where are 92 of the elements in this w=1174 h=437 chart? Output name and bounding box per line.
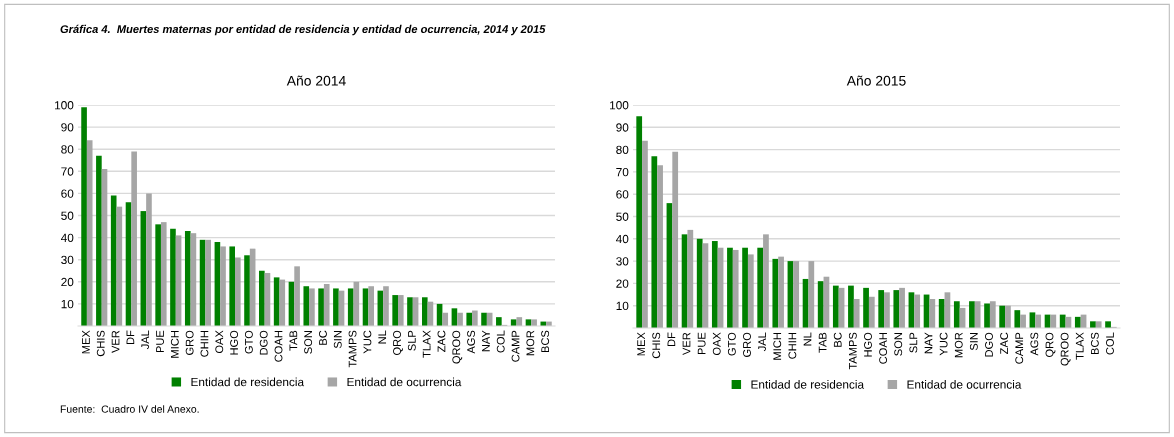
x-tick-label: PUE: [697, 332, 706, 355]
y-tick-label: 40: [615, 234, 629, 244]
x-tick-label: BCS: [541, 330, 550, 353]
x-tick-label: NL: [378, 330, 387, 344]
y-tick-label: 80: [616, 145, 629, 154]
y-tick-label: 20: [616, 279, 629, 288]
x-tick-label: ZAC: [1000, 332, 1009, 355]
x-tick-label: DF: [126, 330, 135, 345]
y-tick-label: 80: [61, 145, 74, 154]
x-tick-label: TLAX: [422, 330, 431, 358]
y-tick-label: 60: [61, 189, 74, 198]
x-tick-label: GTO: [244, 330, 253, 354]
x-tick-label: DGO: [259, 330, 268, 355]
y-tick-label: 10: [616, 301, 629, 311]
x-tick-label: JAL: [758, 332, 767, 352]
x-tick-label: COAH: [879, 333, 888, 364]
x-tick-label: YUC: [939, 332, 948, 356]
x-tick-label: SLP: [909, 332, 918, 353]
y-tick-label: 60: [616, 190, 629, 199]
y-tick-label: 100: [610, 101, 629, 110]
x-tick-label: AGS: [467, 330, 476, 354]
x-tick-label: NAY: [924, 332, 933, 354]
x-tick-label: NL: [803, 332, 812, 346]
x-tick-label: QRO: [393, 330, 403, 355]
y-tick-label: 70: [61, 167, 74, 176]
legend-label: Entidad de residencia: [191, 377, 305, 387]
x-tick-label: OAX: [215, 330, 224, 354]
x-tick-label: PUE: [156, 330, 164, 353]
legend-label: Entidad de ocurrencia: [347, 377, 462, 387]
x-tick-label: TAMPS: [348, 330, 357, 368]
x-tick-label: SLP: [407, 330, 416, 351]
x-tick-label: CHIS: [652, 332, 661, 359]
x-tick-label: CAMP: [1015, 332, 1024, 364]
x-tick-label: SIN: [333, 331, 342, 349]
x-tick-label: DF: [667, 332, 676, 347]
source-note: Fuente: Cuadro IV del Anexo.: [60, 405, 199, 413]
x-tick-label: VER: [682, 332, 691, 355]
x-tick-label: COL: [496, 330, 505, 353]
x-tick-label: GRO: [185, 330, 194, 355]
x-tick-label: QROO: [1060, 332, 1071, 366]
x-tick-label: YUC: [363, 330, 372, 354]
x-tick-label: AGS: [1030, 332, 1039, 356]
legend-label: Entidad de ocurrencia: [907, 380, 1022, 389]
x-tick-label: MICH: [773, 333, 782, 360]
x-tick-label: SON: [894, 333, 903, 356]
y-tick-label: 100: [55, 101, 74, 110]
x-tick-label: BC: [833, 332, 842, 347]
text: Gráfica 4. Muertes maternas por entidad de residencia y entidad de ocurrencia, 2014 y 2015: [60, 24, 546, 36]
y-tick-label: 40: [60, 233, 74, 242]
x-tick-label: COL: [1106, 332, 1114, 355]
y-tick-label: 20: [61, 277, 74, 287]
x-tick-label: CHIS: [96, 330, 105, 357]
x-tick-label: TAMPS: [848, 332, 857, 370]
x-tick-label: QROO: [452, 330, 463, 364]
y-tick-label: 70: [616, 167, 629, 177]
x-tick-label: COAH: [274, 331, 283, 362]
chart-title: Año 2014: [286, 75, 346, 86]
x-tick-label: CAMP: [511, 330, 520, 362]
y-tick-label: 50: [616, 212, 629, 221]
x-tick-label: MOR: [954, 332, 963, 358]
x-tick-label: MEX: [637, 332, 645, 356]
y-tick-label: 30: [616, 257, 629, 266]
x-tick-label: SON: [304, 331, 313, 354]
x-tick-label: TAB: [818, 332, 827, 353]
chart-title: Año 2015: [846, 75, 906, 86]
y-tick-label: 90: [61, 123, 74, 132]
x-tick-label: CHIH: [200, 331, 209, 357]
y-tick-label: 90: [616, 123, 629, 132]
x-tick-label: HGO: [230, 330, 239, 355]
x-tick-label: MICH: [170, 331, 179, 358]
x-tick-label: HGO: [864, 332, 872, 357]
x-tick-label: GTO: [727, 332, 736, 356]
x-tick-label: MOR: [526, 330, 535, 356]
x-tick-label: QRO: [1045, 332, 1056, 357]
x-tick-label: GRO: [743, 332, 751, 357]
y-tick-label: 10: [61, 299, 74, 309]
x-tick-label: JAL: [141, 330, 150, 350]
y-tick-label: 50: [61, 211, 74, 220]
x-tick-label: OAX: [712, 332, 721, 356]
x-tick-label: ZAC: [437, 330, 446, 353]
x-tick-label: VER: [111, 330, 120, 353]
x-tick-label: TLAX: [1075, 332, 1084, 360]
x-tick-label: SIN: [969, 333, 978, 351]
legend-label: Entidad de residencia: [751, 380, 865, 389]
x-tick-label: BCS: [1090, 332, 1099, 355]
x-tick-label: NAY: [482, 330, 490, 352]
y-tick-label: 30: [61, 255, 74, 265]
x-tick-label: MEX: [82, 330, 90, 354]
x-tick-label: DGO: [985, 332, 993, 357]
x-tick-label: BC: [319, 330, 327, 345]
x-tick-label: CHIH: [788, 333, 797, 359]
x-tick-label: TAB: [289, 330, 298, 351]
